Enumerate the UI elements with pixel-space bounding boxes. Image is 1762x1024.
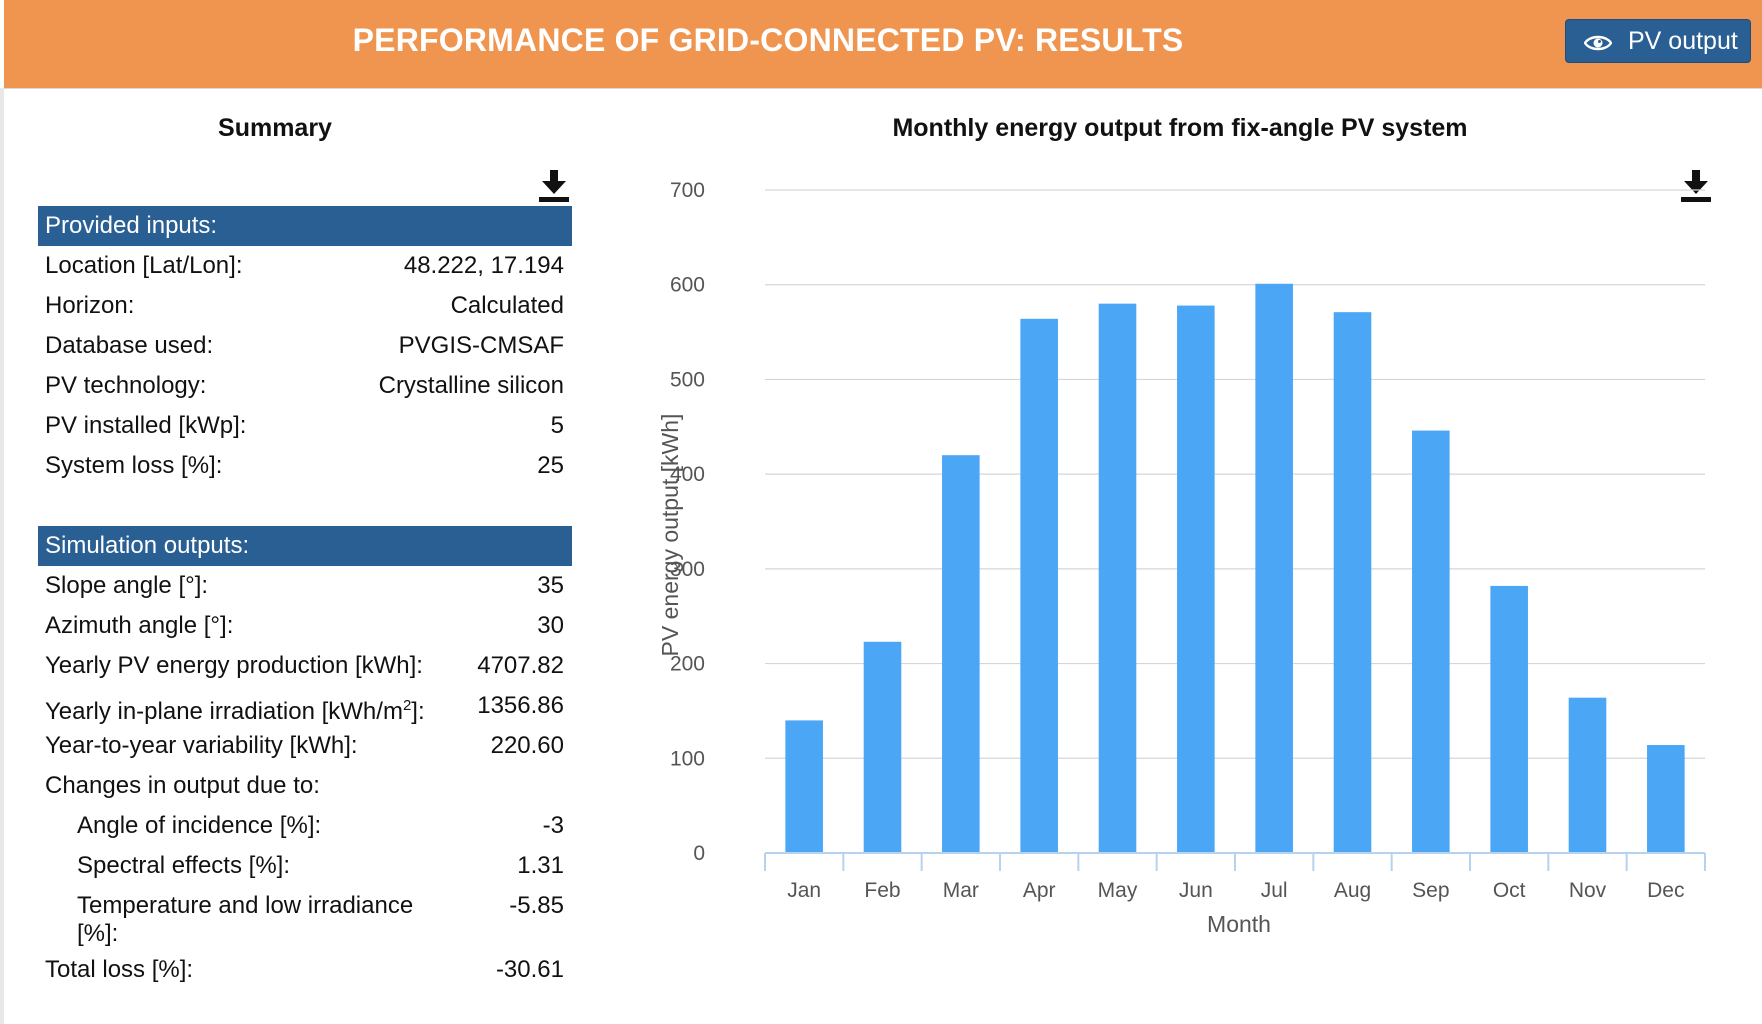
y-tick-label: 0	[693, 842, 705, 865]
page-header: PERFORMANCE OF GRID-CONNECTED PV: RESULT…	[4, 0, 1762, 89]
output-value: -3	[542, 812, 564, 839]
input-value: Calculated	[450, 292, 564, 319]
input-label: Location [Lat/Lon]:	[45, 252, 243, 279]
output-label: Spectral effects [%]:	[77, 852, 290, 879]
page-title: PERFORMANCE OF GRID-CONNECTED PV: RESULT…	[352, 22, 1184, 58]
bar-jan	[785, 720, 823, 853]
pv-output-button[interactable]: PV output	[1565, 19, 1751, 63]
input-value: 25	[537, 452, 564, 479]
x-axis	[764, 852, 1706, 871]
input-value: PVGIS-CMSAF	[398, 332, 564, 359]
x-tick-label: Sep	[1412, 879, 1449, 902]
simulation-outputs-header: Simulation outputs:	[38, 526, 572, 566]
chart-gridlines	[765, 189, 1705, 759]
input-label: PV technology:	[45, 372, 207, 399]
output-label: Total loss [%]:	[45, 956, 194, 983]
y-tick-label: 100	[670, 747, 705, 770]
output-label: Slope angle [°]:	[45, 572, 209, 599]
output-label: Year-to-year variability [kWh]:	[45, 732, 358, 759]
output-value: 4707.82	[477, 652, 564, 679]
bar-nov	[1568, 697, 1607, 853]
output-value: 1356.86	[477, 692, 564, 719]
output-label: Yearly PV energy production [kWh]:	[45, 652, 423, 679]
x-tick-label: Oct	[1493, 879, 1526, 902]
eye-icon	[1583, 31, 1613, 51]
x-tick-label: May	[1098, 879, 1138, 902]
provided-inputs-header: Provided inputs:	[38, 206, 572, 246]
x-tick-label: Jul	[1261, 879, 1288, 902]
x-axis-title: Month	[1207, 911, 1271, 937]
x-tick-label: Mar	[943, 879, 979, 902]
bar-feb	[863, 641, 902, 853]
chart-title: Monthly energy output from fix-angle PV …	[892, 114, 1468, 142]
bar-may	[1098, 303, 1137, 853]
output-value: 1.31	[517, 852, 564, 879]
input-label: Database used:	[45, 332, 214, 359]
x-tick-label: Aug	[1334, 879, 1371, 902]
bar-aug	[1333, 312, 1372, 854]
left-border	[0, 88, 4, 1024]
output-label: Azimuth angle [°]:	[45, 612, 234, 639]
output-value: -30.61	[495, 956, 564, 983]
output-value: 35	[537, 572, 564, 599]
x-axis-ticks: Jan Feb Mar Apr May Jun Jul Aug Sep Oct Nov Dec	[787, 879, 1684, 902]
summary-title: Summary	[218, 114, 332, 142]
x-tick-label: Feb	[864, 879, 900, 902]
output-label: Temperature and low irradiance [%]:	[77, 892, 414, 947]
pv-output-label: PV output	[1628, 26, 1738, 55]
input-value: Crystalline silicon	[378, 372, 564, 399]
y-tick-label: 400	[670, 463, 705, 486]
x-tick-label: Jun	[1179, 879, 1213, 902]
y-tick-label: 300	[670, 558, 705, 581]
output-value: 220.60	[490, 732, 564, 759]
bar-mar	[942, 455, 980, 853]
input-value: 5	[550, 412, 564, 439]
irradiation-label-sup: 2	[402, 697, 412, 714]
bar-jun	[1177, 305, 1215, 854]
output-value: 30	[537, 612, 564, 639]
bar-jul	[1255, 283, 1293, 853]
irradiation-label-prefix: Yearly in-plane irradiation [kWh/m	[45, 698, 403, 725]
y-axis-ticks: 0 100 200 300 400 500 600 700	[670, 179, 705, 865]
y-axis-title: PV energy output [kWh]	[657, 414, 683, 657]
bar-oct	[1490, 585, 1528, 853]
input-value: 48.222, 17.194	[403, 252, 564, 279]
y-tick-label: 200	[670, 653, 705, 676]
output-label: Angle of incidence [%]:	[77, 812, 322, 839]
x-tick-label: Dec	[1647, 879, 1684, 902]
x-tick-label: Nov	[1569, 879, 1607, 902]
y-tick-label: 700	[670, 179, 705, 202]
download-icon[interactable]	[1678, 168, 1714, 204]
output-label: Yearly in-plane irradiation [kWh/m2]:	[45, 692, 425, 726]
input-label: System loss [%]:	[45, 452, 223, 479]
chart-bars	[785, 283, 1685, 854]
x-tick-label: Jan	[787, 879, 821, 902]
bar-apr	[1020, 318, 1058, 854]
input-label: PV installed [kWp]:	[45, 412, 247, 439]
output-label: Changes in output due to:	[45, 772, 320, 799]
monthly-energy-chart: 0 100 200 300 400 500 600 700 Jan Feb Mar Apr May Ju…	[657, 179, 1706, 937]
irradiation-label-suffix: ]:	[411, 698, 425, 725]
bar-sep	[1412, 430, 1450, 853]
input-label: Horizon:	[45, 292, 135, 319]
bar-dec	[1647, 745, 1685, 853]
download-icon[interactable]	[536, 168, 572, 204]
x-tick-label: Apr	[1023, 879, 1056, 902]
output-value: -5.85	[509, 892, 564, 919]
y-tick-label: 600	[670, 274, 705, 297]
y-tick-label: 500	[670, 368, 705, 391]
